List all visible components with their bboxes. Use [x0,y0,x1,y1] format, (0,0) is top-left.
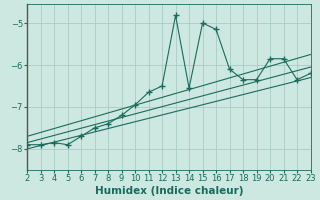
X-axis label: Humidex (Indice chaleur): Humidex (Indice chaleur) [95,186,243,196]
